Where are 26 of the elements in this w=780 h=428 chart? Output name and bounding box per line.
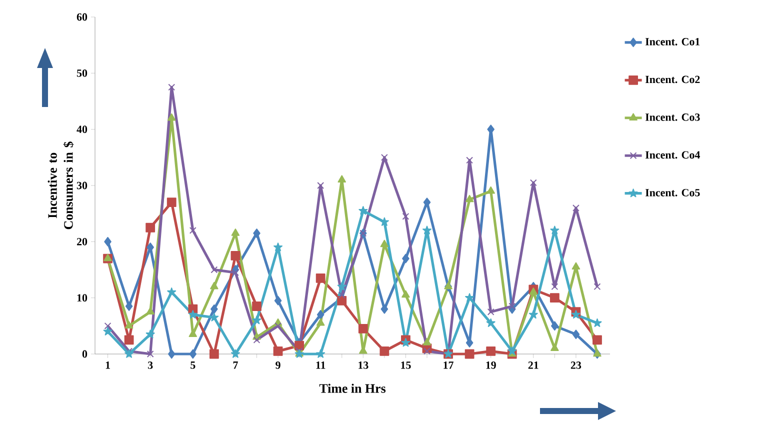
y-tick-label: 30: [76, 182, 88, 190]
x-tick-label: 17: [444, 362, 454, 369]
legend-label: Incent. Co3: [645, 114, 700, 121]
x-tick-label: 5: [190, 362, 196, 369]
y-tick-label: 20: [76, 238, 88, 246]
x-tick-label: 21: [528, 362, 538, 369]
x-tick-label: 23: [570, 362, 582, 369]
x-tick-label: 15: [401, 362, 411, 369]
x-tick-label: 1: [106, 362, 110, 369]
y-axis-title: Incentive to Consumers in $: [48, 142, 74, 230]
y-tick-label: 50: [76, 69, 88, 77]
legend-label: Incent. Co4: [645, 151, 700, 159]
x-tick-label: 3: [148, 362, 153, 369]
y-tick-label: 40: [76, 126, 88, 134]
x-tick-label: 9: [276, 362, 280, 369]
x-tick-label: 7: [233, 362, 238, 369]
y-tick-label: 10: [77, 294, 88, 302]
y-tick-label: 60: [76, 13, 88, 21]
x-tick-label: 11: [316, 362, 326, 369]
legend-label: Incent. Co5: [645, 188, 700, 196]
legend-label: Incent. Co2: [645, 76, 700, 84]
legend-label: Incent. Co1: [645, 38, 700, 46]
x-tick-label: 13: [358, 362, 368, 369]
y-tick-label: 0: [82, 350, 88, 358]
x-tick-label: 19: [486, 362, 496, 369]
x-axis-title: Time in Hrs: [319, 384, 386, 393]
